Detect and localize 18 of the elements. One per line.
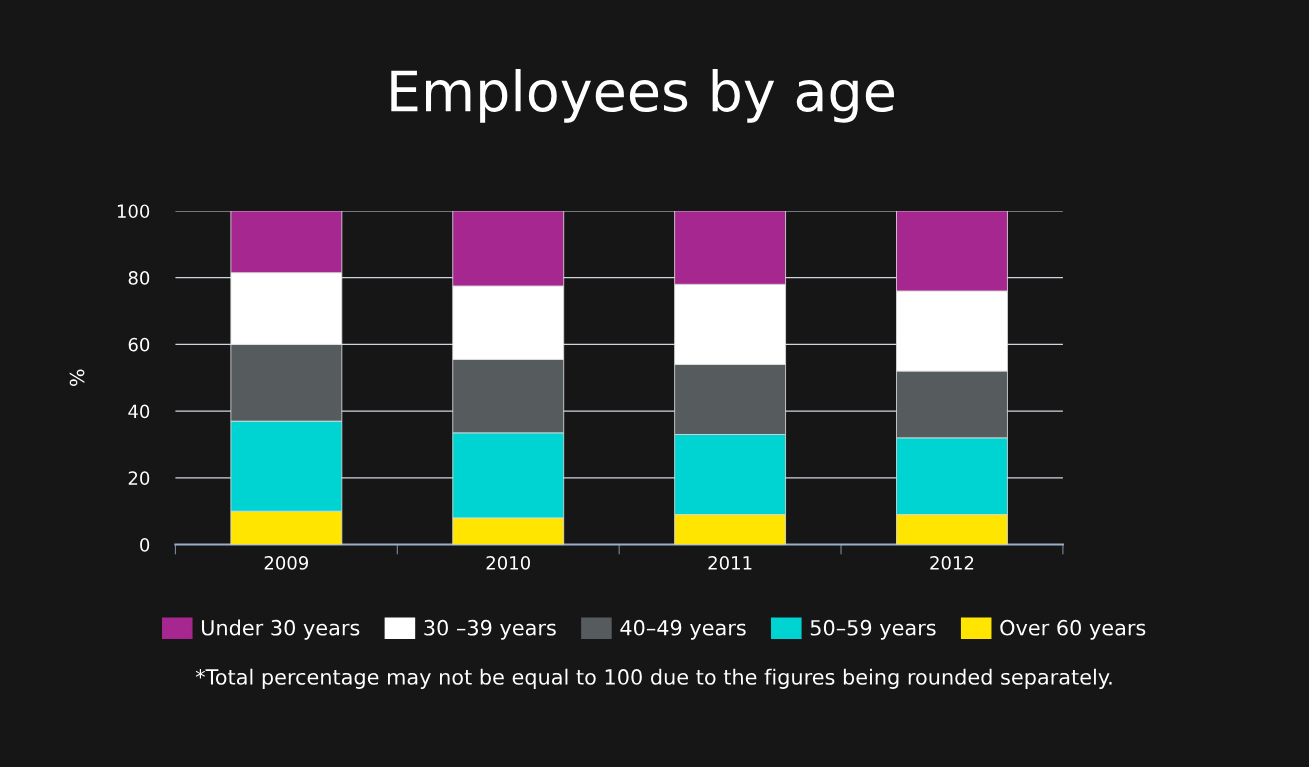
- x-tick-label: 2012: [930, 556, 974, 570]
- x-tick-label: 2009: [264, 556, 309, 570]
- y-tick-label: 0: [140, 538, 150, 552]
- y-tick-label: 60: [128, 337, 150, 352]
- y-tick-label: 40: [128, 404, 150, 419]
- y-tick-label: 100: [117, 204, 150, 219]
- y-tick-label: 20: [128, 471, 150, 485]
- y-axis-title: %: [69, 369, 85, 386]
- x-tick-label: 2011: [708, 556, 752, 570]
- y-tick-label: 80: [128, 271, 150, 285]
- legend-label: Under 30 years: [201, 619, 360, 640]
- chart-title: Employees by age: [391, 68, 894, 123]
- legend-label: 40–49 years: [620, 619, 746, 640]
- x-tick-label: 2010: [486, 556, 530, 570]
- legend-label: 30 –39 years: [424, 619, 556, 640]
- legend-label: 50–59 years: [810, 619, 936, 640]
- text: *Total percentage may not be equal to 100 due to the figures being rounded separately.: [195, 668, 1112, 689]
- legend-label: Over 60 years: [1000, 619, 1146, 640]
